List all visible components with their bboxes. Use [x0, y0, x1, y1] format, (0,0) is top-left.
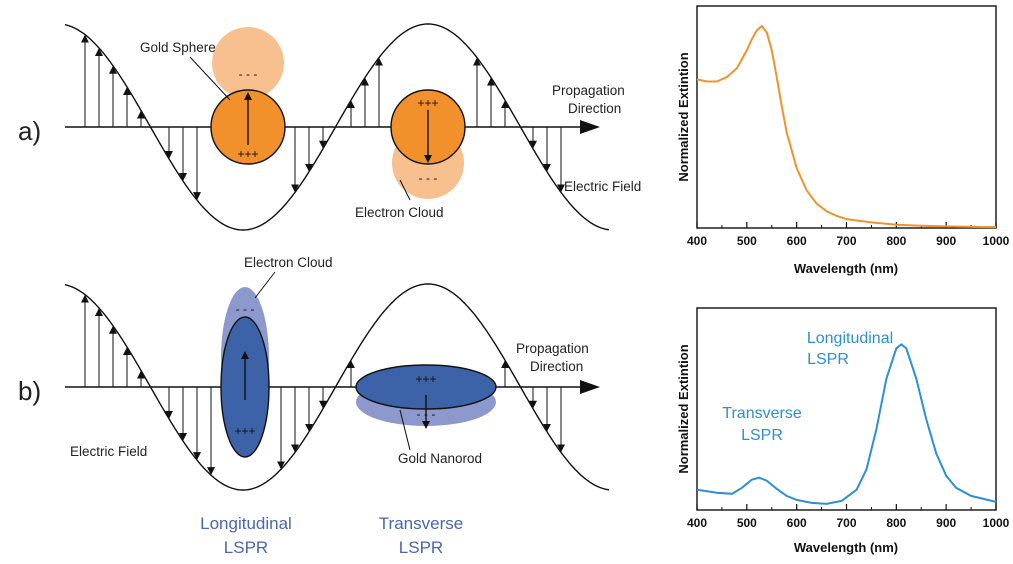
chart1-y-axis-title: Normalized Extintion [676, 52, 691, 181]
x-tick-label: 600 [787, 234, 807, 248]
panel-a-electric-field-wave [64, 23, 610, 231]
panel-b-electron-cloud-leader [254, 271, 276, 299]
panel-b-longitudinal-line2: LSPR [224, 538, 268, 557]
chart2-x-axis-title: Wavelength (nm) [794, 540, 898, 555]
panel-a-gold-sphere-label: Gold Sphere [140, 40, 216, 55]
x-tick-label: 500 [737, 516, 757, 530]
panel-a-plus-right: +++ [417, 96, 438, 110]
panel-a-propagation-line2: Direction [568, 101, 621, 116]
chart2-y-axis-title: Normalized Extintion [676, 344, 691, 473]
panel-b-electric-field-wave [64, 283, 610, 491]
x-tick-label: 600 [787, 516, 807, 530]
x-tick-label: 800 [886, 234, 906, 248]
panel-b-transverse-line2: LSPR [399, 538, 443, 557]
panel-b-electron-cloud-label: Electron Cloud [244, 255, 333, 270]
panel-b-minus-vertical: - - - [236, 302, 255, 316]
spectrum-chart-sphere: 400 500 600 700 800 900 1000 Wavelength (nm) N… [676, 5, 1010, 276]
panel-a-electron-cloud-leader [399, 179, 411, 201]
chart1-series-line [696, 24, 997, 229]
panel-a-plus-left: +++ [237, 147, 258, 161]
panel-b-minus-horizontal: - - - [417, 407, 436, 421]
chart1-plot-frame [696, 5, 997, 229]
x-tick-label: 1000 [983, 234, 1010, 248]
panel-b-plus-horizontal: +++ [415, 372, 436, 386]
panel-a-gold-sphere-leader [189, 56, 231, 101]
panel-b-diagram: b) - - - +++ +++ - - - Electron Cloud Pr… [18, 255, 610, 557]
chart2-series-line [696, 343, 997, 505]
spectrum-chart-nanorod: 400 500 600 700 800 900 1000 Wavelength (nm) N… [676, 307, 1010, 555]
panel-b-label: b) [18, 376, 41, 406]
x-tick-label: 1000 [983, 516, 1010, 530]
chart2-longitudinal-annotation-line1: Longitudinal [807, 330, 893, 347]
x-tick-label: 700 [836, 234, 856, 248]
chart2-transverse-annotation-line1: Transverse [722, 405, 802, 422]
chart2-x-ticks: 400 500 600 700 800 900 1000 [687, 504, 1010, 530]
chart2-longitudinal-annotation-line2: LSPR [807, 351, 849, 368]
panel-b-electric-field-label: Electric Field [70, 444, 147, 459]
panel-b-field-arrows [81, 294, 565, 476]
x-tick-label: 900 [936, 234, 956, 248]
panel-a-label: a) [18, 116, 41, 146]
panel-b-propagation-line2: Direction [530, 359, 583, 374]
panel-a-minus-right: - - - [419, 171, 438, 185]
chart2-transverse-annotation-line2: LSPR [741, 427, 783, 444]
panel-a-diagram: a) - - - +++ +++ - - - Gold Sphere Propa… [18, 23, 641, 231]
panel-a-minus-left: - - - [239, 67, 258, 81]
panel-b-gold-nanorod-leader [399, 409, 411, 451]
x-tick-label: 400 [687, 234, 707, 248]
panel-b-longitudinal-line1: Longitudinal [200, 514, 292, 533]
panel-b-transverse-line1: Transverse [379, 514, 463, 533]
x-tick-label: 700 [836, 516, 856, 530]
chart1-x-axis-title: Wavelength (nm) [794, 261, 898, 276]
panel-b-gold-nanorod-label: Gold Nanorod [398, 451, 482, 466]
x-tick-label: 800 [886, 516, 906, 530]
panel-a-electric-field-label: Electric Field [564, 179, 641, 194]
panel-a-field-arrows [81, 34, 565, 201]
x-tick-label: 500 [737, 234, 757, 248]
chart1-x-ticks: 400 500 600 700 800 900 1000 [687, 222, 1010, 248]
panel-a-propagation-line1: Propagation [552, 83, 625, 98]
panel-a-electron-cloud-label: Electron Cloud [355, 205, 444, 220]
panel-b-plus-vertical: +++ [234, 424, 255, 438]
x-tick-label: 900 [936, 516, 956, 530]
x-tick-label: 400 [687, 516, 707, 530]
panel-a-electron-cloud-left [212, 27, 284, 99]
panel-b-propagation-line1: Propagation [516, 341, 589, 356]
